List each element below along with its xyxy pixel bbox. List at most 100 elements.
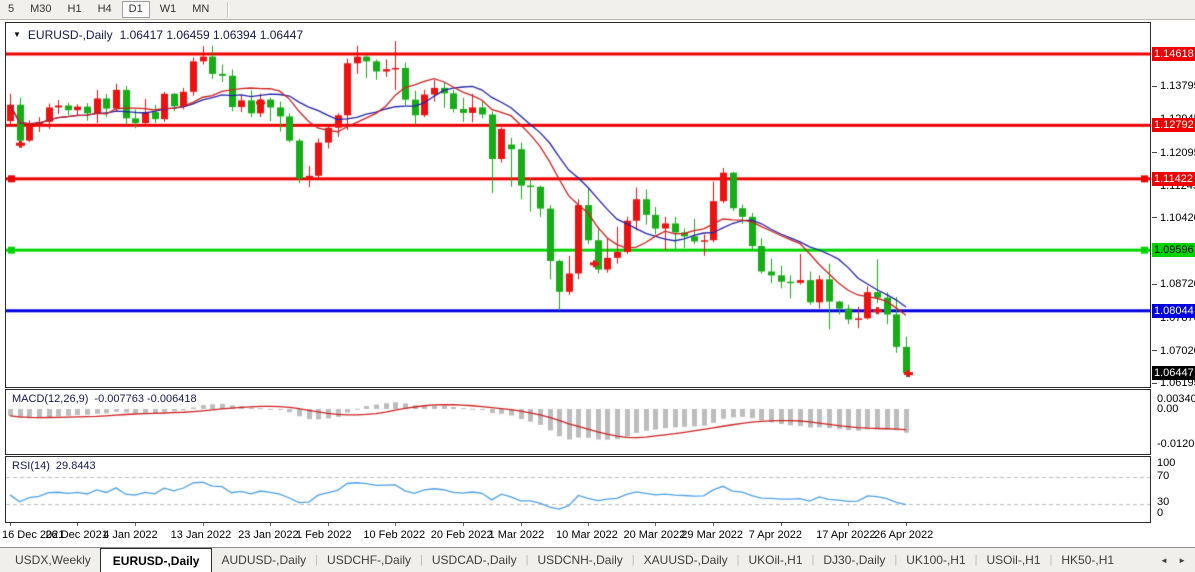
timeframe-button-5[interactable]: 5: [8, 3, 15, 15]
date-tick-mark: [270, 523, 272, 526]
date-tick-mark: [848, 523, 850, 526]
price-tick-mark: [1152, 350, 1157, 352]
date-tick-mark: [327, 523, 329, 526]
date-label: 29 Mar 2022: [681, 529, 744, 541]
date-label: 7 Apr 2022: [748, 529, 802, 541]
price-chart-canvas[interactable]: [6, 23, 1150, 387]
date-label: 16 Dec 2021: [2, 529, 65, 541]
rsi-name: RSI(14): [12, 460, 50, 472]
date-label: 20 Mar 2022: [623, 529, 686, 541]
tab-usdcnh-daily[interactable]: USDCNH-,Daily: [537, 553, 623, 567]
price-tick-mark: [1152, 382, 1157, 384]
date-label: 13 Jan 2022: [170, 529, 232, 541]
timeframe-button-mn[interactable]: MN: [192, 3, 210, 15]
symbol-dropdown-icon[interactable]: ▼: [13, 30, 21, 39]
tab-xauusd-daily[interactable]: XAUUSD-,Daily: [643, 553, 728, 567]
rsi-axis-label: 0: [1157, 507, 1164, 519]
date-tick-mark: [520, 523, 522, 526]
price-tick-label: 1.08720: [1160, 278, 1195, 291]
tab-usoil-h1[interactable]: USOil-,H1: [986, 553, 1041, 567]
date-label: 26 Dec 2021: [45, 529, 108, 541]
timeframe-button-m30[interactable]: M30: [30, 3, 52, 15]
timeframe-button-h4[interactable]: H4: [97, 3, 112, 15]
price-line-badge: 1.11422: [1152, 171, 1195, 186]
price-line-badge: 1.14618: [1152, 47, 1195, 61]
timeframe-button-w1[interactable]: W1: [159, 3, 177, 15]
tab-separator: |: [315, 554, 319, 566]
tab-eurusd-daily[interactable]: EURUSD-,Daily: [99, 548, 213, 572]
tab-separator: |: [736, 554, 740, 566]
tab-separator: |: [974, 554, 978, 566]
date-tick-mark: [588, 523, 590, 526]
tab-usdchf-daily[interactable]: USDCHF-,Daily: [327, 553, 412, 567]
rsi-panel: RSI(14) 29.8443: [5, 456, 1151, 523]
macd-panel: MACD(12,26,9) -0.007763 -0.006418: [5, 389, 1151, 455]
macd-values: -0.007763 -0.006418: [94, 393, 197, 405]
date-label: 10 Mar 2022: [556, 529, 618, 541]
date-label: 17 Apr 2022: [816, 529, 876, 541]
tab-ukoil-h1[interactable]: UKOil-,H1: [748, 553, 803, 567]
macd-name: MACD(12,26,9): [12, 393, 89, 405]
date-label: 4 Jan 2022: [103, 529, 158, 541]
timeframe-toolbar: 5 M30 H1 H4 D1 W1 MN: [0, 0, 1195, 20]
chart-symbol-label: EURUSD-,Daily: [27, 28, 113, 42]
date-tick-mark: [713, 523, 715, 526]
macd-axis-label: 0.00: [1157, 403, 1179, 415]
date-label: 20 Feb 2022: [430, 529, 493, 541]
date-tick-mark: [905, 523, 907, 526]
tab-separator: |: [525, 554, 529, 566]
timeframe-button-d1[interactable]: D1: [121, 1, 150, 18]
chart-title: ▼ EURUSD-,Daily 1.06417 1.06459 1.06394 …: [13, 28, 303, 42]
price-tick-mark: [1152, 283, 1157, 285]
date-label: 26 Apr 2022: [873, 529, 934, 541]
price-tick-label: 1.10420: [1160, 211, 1195, 224]
price-tick-mark: [1152, 217, 1157, 219]
timeframe-button-h1[interactable]: H1: [67, 3, 82, 15]
date-label: 23 Jan 2022: [238, 529, 299, 541]
price-line-badge: 1.08044: [1152, 303, 1195, 318]
date-tick-mark: [462, 523, 464, 526]
date-tick-mark: [655, 523, 657, 526]
tab-scroll-arrows[interactable]: ◄ ►: [1159, 556, 1190, 565]
date-tick-mark: [10, 523, 11, 526]
tab-audusd-daily[interactable]: AUDUSD-,Daily: [221, 553, 307, 567]
tab-separator: |: [811, 554, 815, 566]
rsi-axis-label: 30: [1157, 496, 1170, 508]
rsi-value: 29.8443: [55, 460, 96, 472]
tab-separator: |: [894, 554, 898, 566]
price-tick-label: 1.07020: [1160, 344, 1195, 357]
tab-separator: |: [1049, 554, 1053, 566]
date-tick-mark: [395, 523, 397, 526]
toolbar-separator: [227, 2, 230, 17]
tab-usdcad-daily[interactable]: USDCAD-,Daily: [431, 553, 517, 567]
tab-usdx-weekly[interactable]: USDX,Weekly: [15, 553, 91, 567]
date-label: 1 Feb 2022: [295, 529, 352, 541]
price-tick-mark: [1152, 85, 1157, 87]
rsi-axis-label: 70: [1157, 470, 1170, 482]
macd-axis-label: -0.012058: [1157, 438, 1195, 450]
date-label: 1 Mar 2022: [488, 529, 545, 541]
date-label: 10 Feb 2022: [363, 529, 426, 541]
tab-uk100-h1[interactable]: UK100-,H1: [906, 553, 966, 567]
price-tick-mark: [1152, 152, 1157, 154]
chart-ohlc-values: 1.06417 1.06459 1.06394 1.06447: [119, 28, 304, 42]
rsi-canvas[interactable]: [6, 457, 1150, 522]
price-tick-label: 1.12095: [1160, 146, 1195, 159]
tab-dj30-daily[interactable]: DJ30-,Daily: [823, 553, 886, 567]
tab-separator: |: [420, 554, 423, 566]
rsi-axis-label: 100: [1157, 457, 1176, 469]
main-chart-window: ▼ EURUSD-,Daily 1.06417 1.06459 1.06394 …: [5, 22, 1151, 388]
tab-separator: |: [631, 554, 635, 566]
macd-label-row: MACD(12,26,9) -0.007763 -0.006418: [12, 393, 197, 405]
tab-hk50-h1[interactable]: HK50-,H1: [1061, 553, 1115, 567]
price-line-badge: 1.06447: [1152, 366, 1195, 381]
macd-axis-label: 0.003408: [1157, 393, 1195, 405]
date-tick-mark: [77, 523, 79, 526]
macd-canvas[interactable]: [6, 390, 1150, 454]
symbol-tabbar: USDX,Weekly EURUSD-,Daily AUDUSD-,Daily | US…: [0, 547, 1195, 572]
date-tick-mark: [135, 523, 137, 526]
price-tick-label: 1.13795: [1160, 80, 1195, 93]
date-tick-mark: [202, 523, 204, 526]
rsi-label-row: RSI(14) 29.8443: [12, 460, 96, 472]
